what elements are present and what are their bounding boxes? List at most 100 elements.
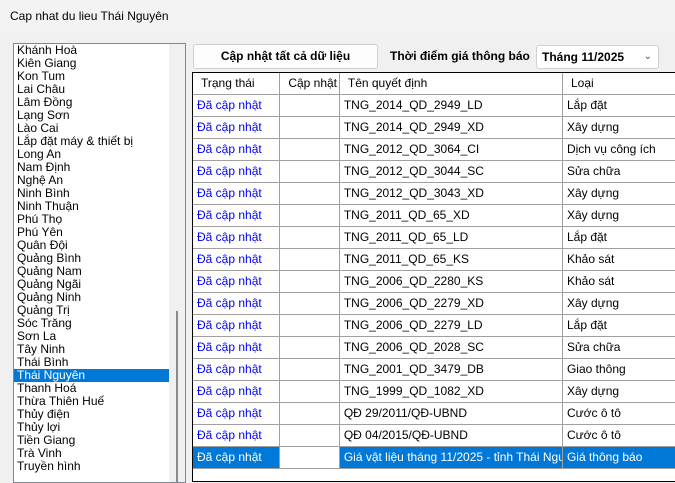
update-cell[interactable]: [280, 359, 340, 380]
type-cell[interactable]: Khảo sát: [563, 271, 675, 292]
status-cell[interactable]: Đã cập nhật: [193, 205, 281, 226]
table-row[interactable]: Đã cập nhật TNG_2011_QD_65_XD Xây dựng: [193, 205, 675, 227]
type-cell[interactable]: Giá thông báo: [562, 447, 675, 468]
decision-name-cell[interactable]: TNG_2001_QD_3479_DB: [340, 359, 563, 380]
update-cell[interactable]: [280, 205, 340, 226]
table-row[interactable]: Đã cập nhật Giá vật liệu tháng 11/2025 - …: [193, 447, 675, 469]
status-cell[interactable]: Đã cập nhật: [193, 117, 281, 138]
decision-name-cell[interactable]: TNG_2006_QD_2279_LD: [340, 315, 563, 336]
decision-name-cell[interactable]: QĐ 29/2011/QĐ-UBND: [340, 403, 563, 424]
province-item[interactable]: Sơn La: [17, 329, 57, 343]
update-cell[interactable]: [280, 139, 340, 160]
table-row[interactable]: Đã cập nhật TNG_1999_QD_1082_XD Xây dựng: [193, 381, 675, 403]
table-row[interactable]: Đã cập nhật QĐ 29/2011/QĐ-UBND Cước ô tô: [193, 403, 675, 425]
update-cell[interactable]: [280, 183, 340, 204]
province-item[interactable]: Nam Định: [17, 160, 71, 174]
status-cell[interactable]: Đã cập nhật: [193, 139, 281, 160]
update-cell[interactable]: [280, 425, 340, 446]
status-cell[interactable]: Đã cập nhật: [193, 337, 281, 358]
province-item[interactable]: Quảng Nam: [17, 264, 82, 278]
type-cell[interactable]: Khảo sát: [563, 249, 675, 270]
decision-name-cell[interactable]: TNG_2006_QD_2280_KS: [340, 271, 563, 292]
header-update[interactable]: Cập nhật: [280, 73, 340, 94]
province-item[interactable]: Nghệ An: [17, 173, 64, 187]
province-item[interactable]: Thái Nguyên: [14, 369, 169, 382]
type-cell[interactable]: Lắp đặt: [563, 227, 675, 248]
province-item[interactable]: Quảng Trị: [17, 303, 70, 317]
type-cell[interactable]: Giao thông: [563, 359, 675, 380]
table-row[interactable]: Đã cập nhật TNG_2006_QD_2279_XD Xây dựng: [193, 293, 675, 315]
status-cell[interactable]: Đã cập nhật: [193, 425, 281, 446]
scrollbar-thumb[interactable]: [176, 311, 178, 482]
type-cell[interactable]: Xây dựng: [563, 117, 675, 138]
type-cell[interactable]: Lắp đặt: [563, 95, 675, 116]
update-cell[interactable]: [280, 381, 340, 402]
province-item[interactable]: Phú Yên: [17, 225, 63, 239]
province-item[interactable]: Thanh Hoá: [17, 381, 77, 395]
status-cell[interactable]: Đã cập nhật: [193, 227, 281, 248]
province-item[interactable]: Lắp đặt máy & thiết bị: [17, 134, 134, 148]
decision-name-cell[interactable]: Giá vật liệu tháng 11/2025 - tỉnh Thái N…: [339, 447, 563, 468]
province-item[interactable]: Quảng Ninh: [17, 290, 82, 304]
listbox-scrollbar[interactable]: [169, 44, 185, 482]
table-row[interactable]: Đã cập nhật TNG_2012_QD_3064_CI Dịch vụ cô…: [193, 139, 675, 161]
status-cell[interactable]: Đã cập nhật: [193, 381, 281, 402]
province-item[interactable]: Thái Bình: [17, 355, 69, 369]
update-cell[interactable]: [280, 293, 340, 314]
decision-name-cell[interactable]: TNG_2011_QD_65_LD: [340, 227, 563, 248]
type-cell[interactable]: Cước ô tô: [563, 403, 675, 424]
province-item[interactable]: Lào Cai: [17, 121, 59, 135]
month-select[interactable]: Tháng 11/2025 ⌄: [536, 45, 659, 69]
province-item[interactable]: Kiên Giang: [17, 56, 77, 70]
table-row[interactable]: Đã cập nhật TNG_2012_QD_3043_XD Xây dựng: [193, 183, 675, 205]
status-cell[interactable]: Đã cập nhật: [193, 315, 281, 336]
decision-name-cell[interactable]: TNG_2006_QD_2028_SC: [340, 337, 563, 358]
table-row[interactable]: Đã cập nhật TNG_2014_QD_2949_LD Lắp đặt: [193, 95, 675, 117]
province-item[interactable]: Khánh Hoà: [17, 43, 78, 57]
status-cell[interactable]: Đã cập nhật: [193, 271, 281, 292]
province-item[interactable]: Truyền hình: [17, 459, 81, 473]
province-item[interactable]: Lạng Sơn: [17, 108, 70, 122]
header-status[interactable]: Trạng thái: [193, 73, 281, 94]
update-cell[interactable]: [280, 403, 340, 424]
province-item[interactable]: Thừa Thiên Huế: [17, 394, 105, 408]
header-decision-name[interactable]: Tên quyết định: [340, 73, 563, 94]
province-item[interactable]: Trà Vinh: [17, 446, 62, 460]
type-cell[interactable]: Xây dựng: [563, 381, 675, 402]
province-item[interactable]: Lâm Đồng: [17, 95, 73, 109]
decision-name-cell[interactable]: TNG_2012_QD_3064_CI: [340, 139, 563, 160]
update-cell[interactable]: [280, 337, 340, 358]
status-cell[interactable]: Đã cập nhật: [193, 447, 281, 468]
province-item[interactable]: Long An: [17, 147, 62, 161]
province-item[interactable]: Thủy lợi: [17, 420, 61, 434]
status-cell[interactable]: Đã cập nhật: [193, 183, 281, 204]
table-row[interactable]: Đã cập nhật TNG_2006_QD_2279_LD Lắp đặt: [193, 315, 675, 337]
province-item[interactable]: Quân Đội: [17, 238, 68, 252]
status-cell[interactable]: Đã cập nhật: [193, 95, 281, 116]
province-item[interactable]: Thủy điện: [17, 407, 70, 421]
province-item[interactable]: Kon Tum: [17, 69, 66, 83]
province-item[interactable]: Ninh Bình: [17, 186, 70, 200]
update-cell[interactable]: [280, 161, 340, 182]
header-type[interactable]: Loại: [563, 73, 675, 94]
decision-name-cell[interactable]: TNG_2012_QD_3043_XD: [340, 183, 563, 204]
province-item[interactable]: Sóc Trăng: [17, 316, 72, 330]
status-cell[interactable]: Đã cập nhật: [193, 359, 281, 380]
province-item[interactable]: Lai Châu: [17, 82, 66, 96]
type-cell[interactable]: Xây dựng: [563, 293, 675, 314]
update-cell[interactable]: [280, 447, 340, 468]
table-row[interactable]: Đã cập nhật QĐ 04/2015/QĐ-UBND Cước ô tô: [193, 425, 675, 447]
decision-name-cell[interactable]: TNG_2014_QD_2949_XD: [340, 117, 563, 138]
table-row[interactable]: Đã cập nhật TNG_2012_QD_3044_SC Sửa chữa: [193, 161, 675, 183]
update-cell[interactable]: [280, 315, 340, 336]
province-item[interactable]: Tiền Giang: [17, 433, 76, 447]
decision-name-cell[interactable]: TNG_2006_QD_2279_XD: [340, 293, 563, 314]
decision-name-cell[interactable]: TNG_1999_QD_1082_XD: [340, 381, 563, 402]
table-row[interactable]: Đã cập nhật TNG_2006_QD_2280_KS Khảo sát: [193, 271, 675, 293]
decision-name-cell[interactable]: QĐ 04/2015/QĐ-UBND: [340, 425, 563, 446]
update-cell[interactable]: [280, 117, 340, 138]
decision-name-cell[interactable]: TNG_2011_QD_65_KS: [340, 249, 563, 270]
type-cell[interactable]: Lắp đặt: [563, 315, 675, 336]
status-cell[interactable]: Đã cập nhật: [193, 403, 281, 424]
decision-name-cell[interactable]: TNG_2011_QD_65_XD: [340, 205, 563, 226]
